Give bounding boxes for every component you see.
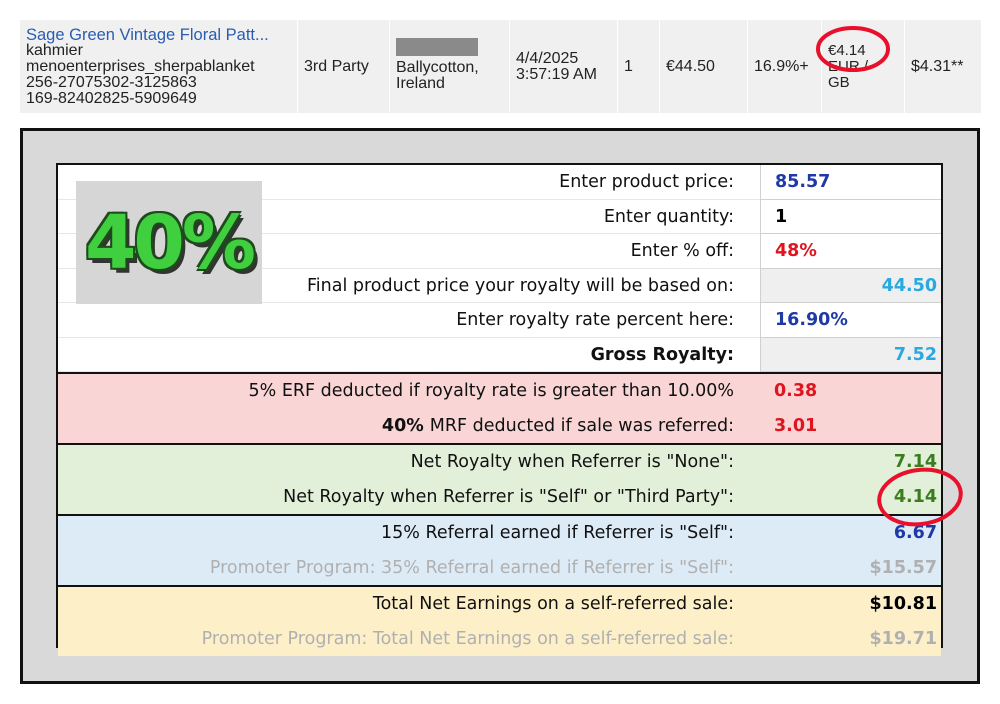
row-label-text: Enter % off: bbox=[630, 241, 734, 261]
product-line: menoenterprises_sherpablanket bbox=[26, 57, 255, 75]
row-label-text: Promoter Program: Total Net Earnings on … bbox=[201, 628, 734, 649]
calc-row: Enter quantity: 1 bbox=[58, 199, 941, 234]
row-label: Net Royalty when Referrer is "None": bbox=[58, 445, 760, 480]
row-value: 3.01 bbox=[774, 415, 818, 436]
redacted-box bbox=[396, 38, 478, 56]
royalty: €4.14 bbox=[828, 41, 866, 59]
row-label: Total Net Earnings on a self-referred sa… bbox=[58, 587, 760, 622]
referrer-cell: 3rd Party bbox=[298, 20, 390, 113]
row-value: $15.57 bbox=[869, 557, 937, 578]
calc-row: Final product price your royalty will be… bbox=[58, 268, 941, 303]
row-label: Promoter Program: Total Net Earnings on … bbox=[58, 622, 760, 657]
royalty: GB bbox=[828, 73, 850, 91]
row-value: 85.57 bbox=[760, 165, 941, 200]
product-line: kahmier bbox=[26, 41, 83, 59]
row-label-text: MRF deducted if sale was referred: bbox=[429, 415, 734, 436]
row-value: 4.14 bbox=[893, 486, 937, 507]
row-label: 5% ERF deducted if royalty rate is great… bbox=[58, 374, 760, 409]
date-cell: 4/4/2025 3:57:19 AM bbox=[510, 20, 618, 113]
row-label: Promoter Program: 35% Referral earned if… bbox=[58, 551, 760, 586]
row-value: 16.90% bbox=[760, 303, 941, 338]
calc-row: 40% MRF deducted if sale was referred: 3.0… bbox=[58, 408, 941, 444]
row-value: 7.52 bbox=[760, 337, 941, 372]
row-label: 15% Referral earned if Referrer is "Self… bbox=[58, 516, 760, 551]
row-label-text: Enter product price: bbox=[559, 172, 734, 192]
calc-row: Enter product price: 85.57 bbox=[58, 165, 941, 200]
row-value: $10.81 bbox=[869, 594, 937, 614]
calc-row: Enter % off: 48% bbox=[58, 234, 941, 269]
calc-row: Enter royalty rate percent here: 16.90% bbox=[58, 303, 941, 338]
calc-row: Promoter Program: 35% Referral earned if… bbox=[58, 550, 941, 586]
calc-row: Net Royalty when Referrer is "Self" or "… bbox=[58, 479, 941, 515]
calc-row: 15% Referral earned if Referrer is "Self… bbox=[58, 514, 941, 551]
row-label: Final product price your royalty will be… bbox=[58, 269, 760, 303]
royalty-usd: $4.31** bbox=[911, 57, 964, 75]
calculator: 40% Enter product price: 85.57 Enter quant… bbox=[56, 163, 943, 656]
row-value: 48% bbox=[760, 234, 941, 269]
location-cell: Ballycotton, Ireland bbox=[390, 20, 510, 113]
product-line: 256-27075302-3125863 bbox=[26, 73, 197, 91]
row-label-text: Net Royalty when Referrer is "Self" or "… bbox=[283, 486, 734, 507]
row-label: Enter product price: bbox=[58, 165, 760, 200]
date: 4/4/2025 bbox=[516, 49, 579, 67]
calc-row: Net Royalty when Referrer is "None": 7.14 bbox=[58, 443, 941, 480]
row-value: 0.38 bbox=[774, 381, 818, 401]
row-label: Gross Royalty: bbox=[58, 338, 760, 372]
time: 3:57:19 AM bbox=[516, 65, 597, 83]
row-value: $19.71 bbox=[869, 628, 937, 649]
row-label-text: Final product price your royalty will be… bbox=[306, 275, 734, 296]
rate-cell: 16.9%+ bbox=[748, 20, 822, 113]
row-label-text: Total Net Earnings on a self-referred sa… bbox=[372, 594, 734, 614]
rate: 16.9%+ bbox=[754, 57, 809, 75]
quantity: 1 bbox=[624, 57, 633, 75]
row-label: 40% MRF deducted if sale was referred: bbox=[58, 409, 760, 444]
royalty: EUR / bbox=[828, 57, 869, 75]
row-label: Net Royalty when Referrer is "Self" or "… bbox=[58, 480, 760, 515]
price: €44.50 bbox=[666, 57, 715, 75]
row-label-bold: 40% bbox=[381, 415, 424, 436]
location: Ballycotton, Ireland bbox=[396, 59, 479, 92]
calc-row: Promoter Program: Total Net Earnings on … bbox=[58, 621, 941, 657]
product-line: 169-82402825-5909649 bbox=[26, 89, 197, 107]
referrer: 3rd Party bbox=[304, 57, 369, 75]
row-label-text: Net Royalty when Referrer is "None": bbox=[410, 452, 734, 472]
row-label-text: 15% Referral earned if Referrer is "Self… bbox=[381, 523, 734, 543]
row-label-text: Promoter Program: 35% Referral earned if… bbox=[209, 557, 734, 578]
row-label-text: Enter royalty rate percent here: bbox=[456, 310, 734, 330]
price-cell: €44.50 bbox=[660, 20, 748, 113]
row-label-text: Enter quantity: bbox=[603, 206, 734, 227]
row-value: 1 bbox=[760, 199, 941, 234]
badge: 40% bbox=[76, 181, 262, 304]
product-cell: Sage Green Vintage Floral Patt... kahmie… bbox=[20, 20, 298, 113]
product-link[interactable]: Sage Green Vintage Floral Patt... bbox=[26, 25, 269, 44]
royalty-usd-cell: $4.31** bbox=[905, 20, 982, 113]
row-label: Enter royalty rate percent here: bbox=[58, 303, 760, 338]
row-label-text: 5% ERF deducted if royalty rate is great… bbox=[248, 381, 735, 401]
calc-row: Total Net Earnings on a self-referred sa… bbox=[58, 585, 941, 622]
row-value: 7.14 bbox=[893, 452, 937, 472]
row-value: 6.67 bbox=[893, 523, 937, 543]
quantity-cell: 1 bbox=[618, 20, 660, 113]
royalty-cell: €4.14 EUR / GB bbox=[822, 20, 905, 113]
calc-row: 5% ERF deducted if royalty rate is great… bbox=[58, 372, 941, 409]
calc-row: Gross Royalty: 7.52 bbox=[58, 337, 941, 372]
row-label-text: Gross Royalty: bbox=[590, 344, 734, 365]
row-label: Enter % off: bbox=[58, 234, 760, 269]
row-label: Enter quantity: bbox=[58, 200, 760, 234]
row-value: 44.50 bbox=[760, 268, 941, 303]
